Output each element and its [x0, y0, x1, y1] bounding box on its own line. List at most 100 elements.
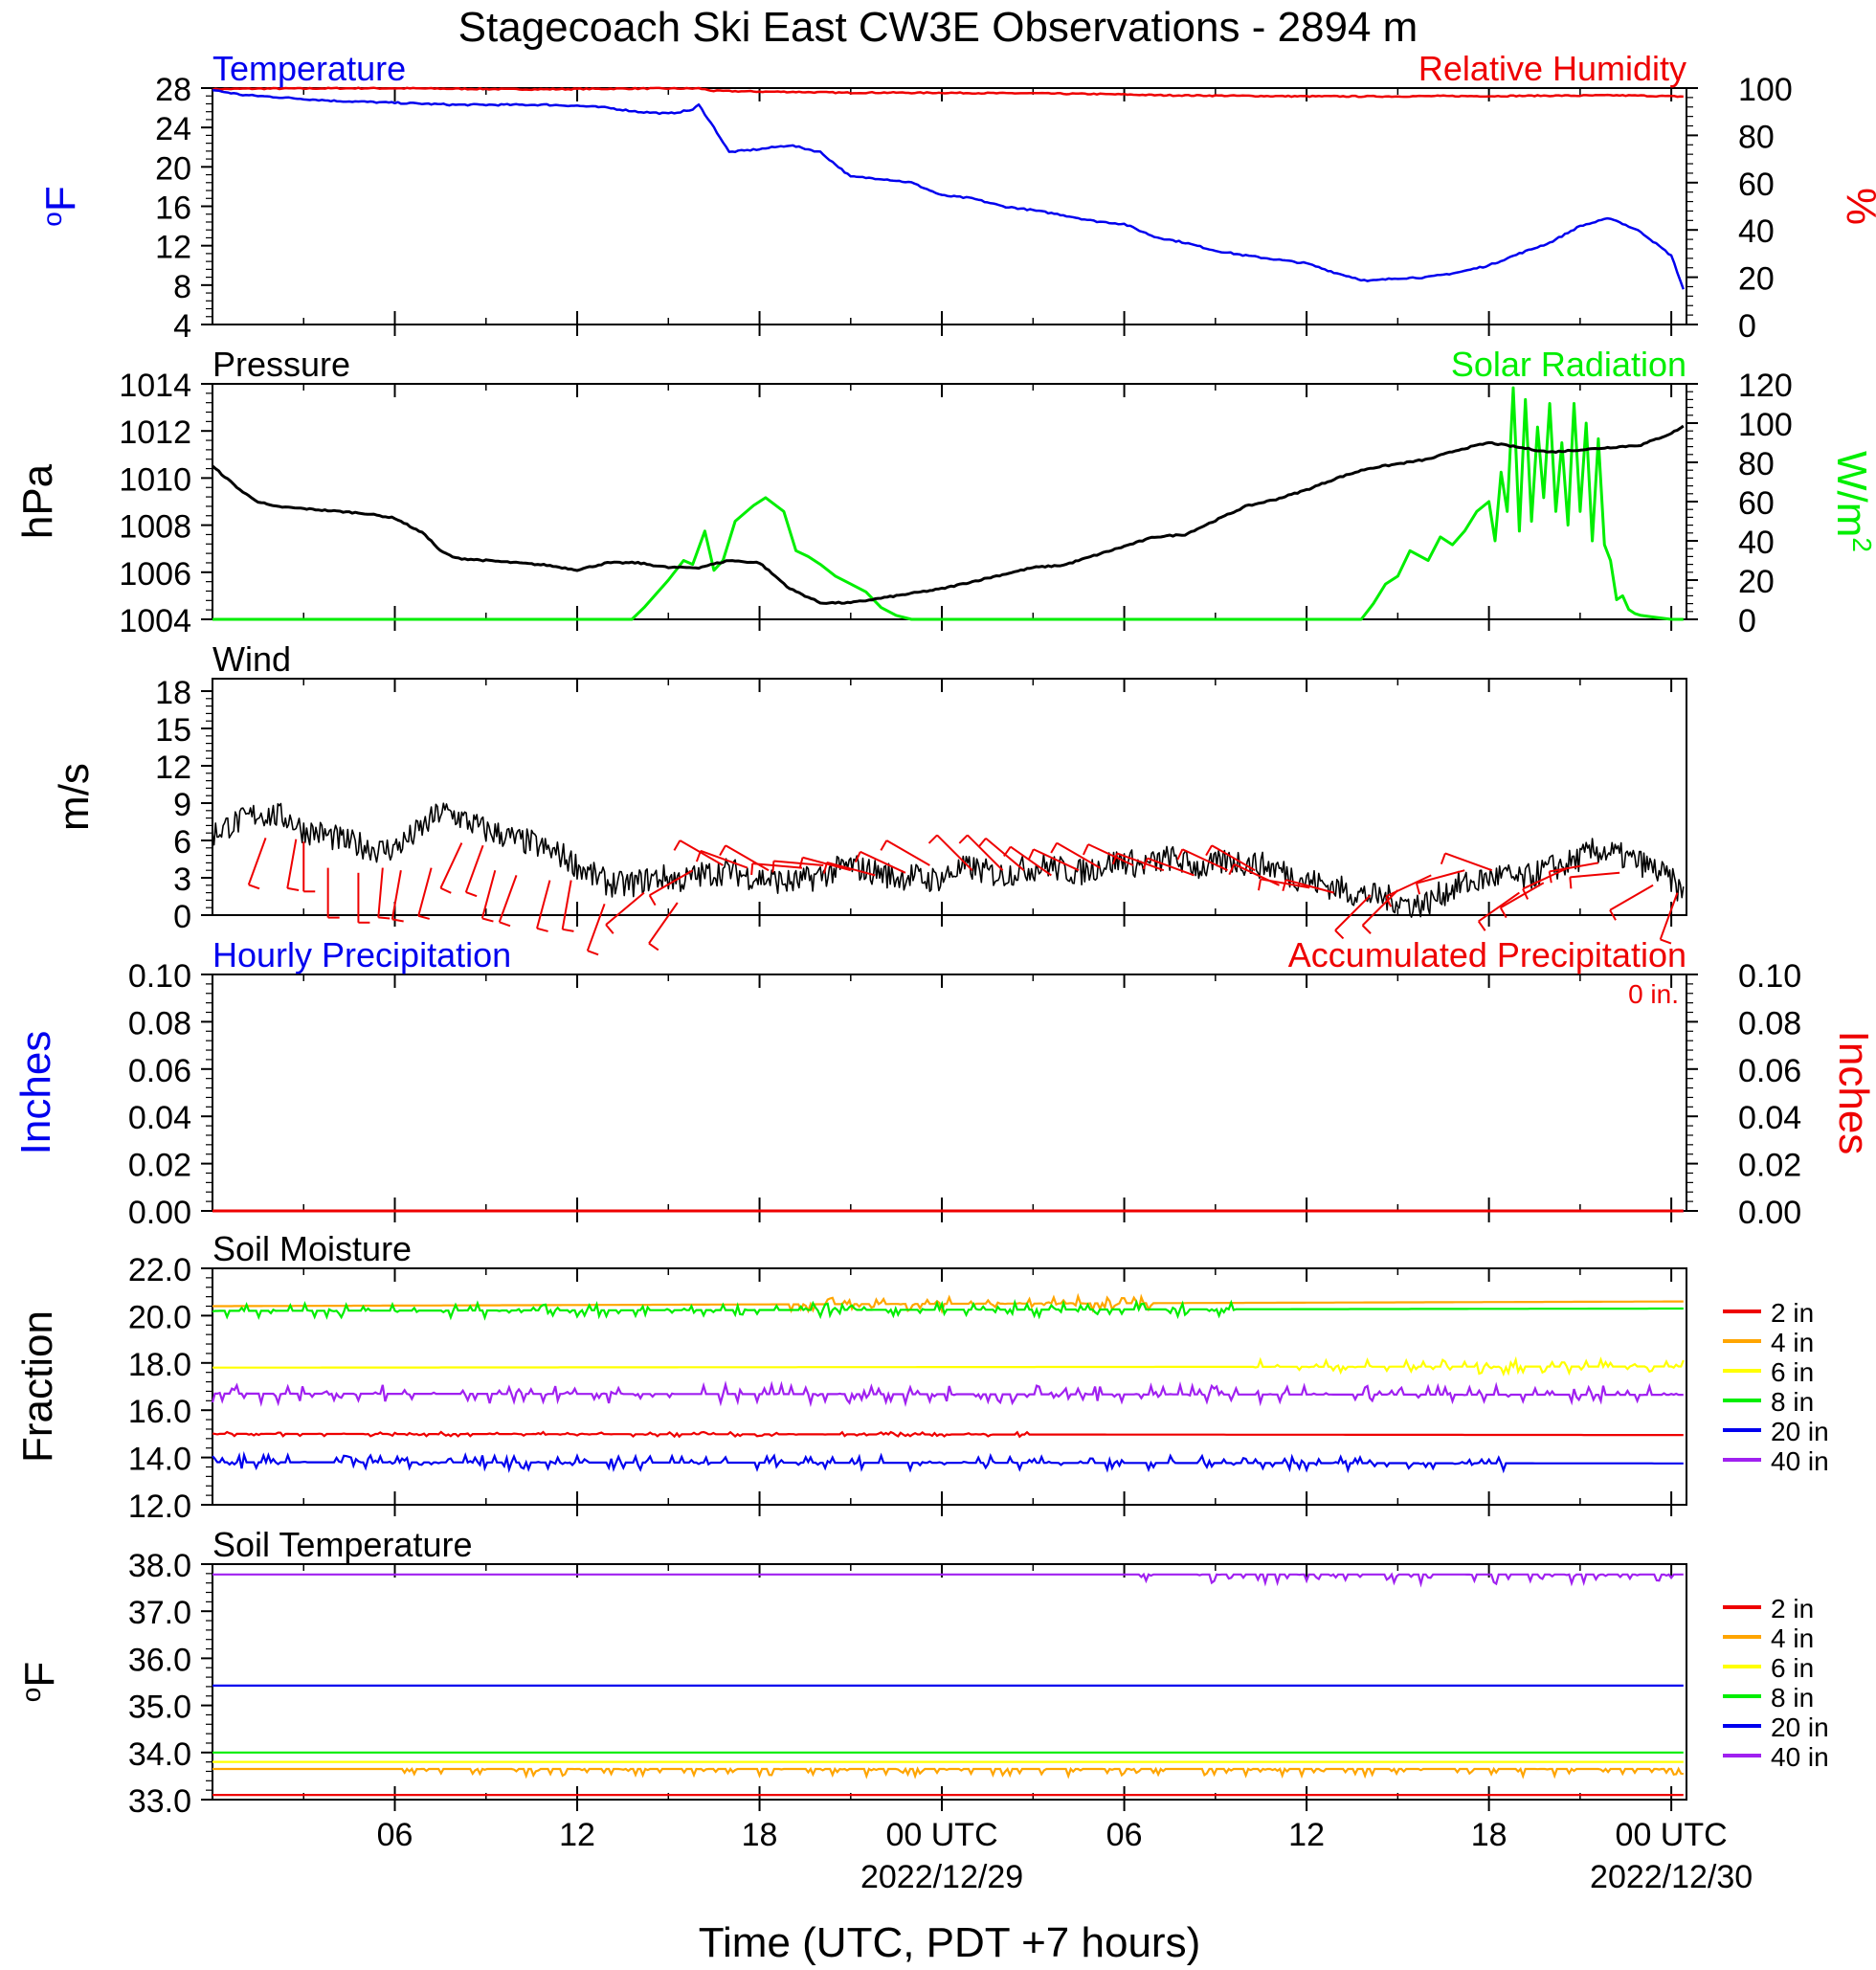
- barb-flag: [1334, 929, 1345, 940]
- barb-flag: [378, 916, 391, 920]
- chart-title: Stagecoach Ski East CW3E Observations - …: [458, 4, 1418, 51]
- y-tick-label: 0.08: [128, 1005, 191, 1041]
- barb-staff: [649, 869, 694, 897]
- wind-barb: [1416, 869, 1465, 895]
- y-tick-label: 0: [1738, 603, 1756, 639]
- barb-staff: [1087, 843, 1134, 866]
- barb-flag: [605, 924, 614, 934]
- barb-flag: [465, 891, 478, 898]
- barb-staff: [752, 862, 803, 869]
- y-tick-label: 1006: [119, 556, 191, 593]
- wind-barb: [1050, 841, 1101, 869]
- plot-frame: [212, 974, 1687, 1212]
- y-tick-label: 80: [1738, 119, 1775, 155]
- wind-barb: [854, 850, 906, 874]
- x-tick-label: 00 UTC: [885, 1817, 997, 1853]
- barb-flag: [750, 862, 754, 876]
- barb-staff: [391, 870, 402, 920]
- wind-barb: [498, 875, 518, 928]
- barb-staff: [1478, 891, 1520, 923]
- y-tick-label: 0: [1738, 308, 1756, 345]
- barb-flag: [481, 917, 494, 923]
- wind-barb: [417, 867, 433, 920]
- y-tick-label: 14.0: [128, 1442, 191, 1478]
- panel-title-left: Wind: [212, 639, 291, 679]
- y-tick-label: 12.0: [128, 1489, 191, 1525]
- barb-staff: [1444, 852, 1493, 872]
- y-tick-label: 1014: [119, 368, 191, 404]
- y-tick-label: 0.02: [128, 1148, 191, 1184]
- barb-staff: [1211, 844, 1256, 872]
- y-axis-label: %: [1838, 188, 1876, 225]
- wind-barb: [1609, 884, 1654, 921]
- y-tick-label: 37.0: [128, 1595, 191, 1631]
- wind-barb: [1361, 889, 1399, 934]
- y-axis-label-right: W/m2: [1828, 451, 1876, 552]
- legend-label: 4 in: [1771, 1328, 1814, 1357]
- barb-staff: [1285, 879, 1334, 894]
- y-axis-label: Inches: [12, 1031, 59, 1155]
- barb-flag: [822, 862, 828, 874]
- barb-staff: [1570, 871, 1620, 879]
- barb-flag: [417, 914, 431, 920]
- y-tick-label: 12: [155, 750, 191, 786]
- barb-staff: [648, 902, 679, 945]
- unit-exponent: 2: [1847, 537, 1876, 552]
- panel-title-right: Relative Humidity: [1418, 49, 1686, 88]
- panel-title-left: Temperature: [212, 49, 406, 88]
- barb-staff: [480, 869, 497, 919]
- y-tick-label: 16: [155, 190, 191, 227]
- y-tick-label: 0.10: [1738, 958, 1801, 995]
- y-tick-label: 0.04: [1738, 1100, 1801, 1136]
- y-tick-label: 28: [155, 72, 191, 108]
- barb-staff: [286, 839, 298, 889]
- barb-staff: [1147, 857, 1195, 877]
- y-tick-label: 38.0: [128, 1548, 191, 1584]
- y-tick-label: 3: [173, 862, 191, 898]
- y-tick-label: 35.0: [128, 1690, 191, 1726]
- wind-barb: [1176, 848, 1228, 872]
- wind-barb: [648, 869, 694, 907]
- y-axis-label: hPa: [14, 463, 61, 539]
- wind-barb: [1477, 891, 1520, 931]
- wind-barb: [1205, 844, 1256, 872]
- plot-frame: [212, 1267, 1687, 1506]
- panel-temperature: 481216202428020406080100oF%TemperatureRe…: [37, 49, 1876, 345]
- barb-flag: [499, 921, 511, 928]
- barb-staff: [247, 838, 267, 885]
- y-tick-label: 15: [155, 712, 191, 749]
- legend-label: 2 in: [1771, 1298, 1814, 1328]
- x-date-label: 2022/12/30: [1590, 1859, 1753, 1895]
- barb-flag: [287, 886, 300, 891]
- barb-staff: [1416, 869, 1465, 884]
- series-relative-humidity: [212, 86, 1684, 99]
- barb-flag: [719, 844, 726, 857]
- barb-staff: [377, 867, 384, 918]
- legend-label: 8 in: [1771, 1387, 1814, 1417]
- y-tick-label: 9: [173, 787, 191, 823]
- wind-barb: [536, 880, 551, 932]
- series-4-in: [212, 1766, 1684, 1780]
- x-tick-label: 18: [1471, 1817, 1508, 1853]
- x-date-label: 2022/12/29: [860, 1859, 1023, 1895]
- barb-flag: [587, 950, 599, 956]
- barb-staff: [1500, 882, 1545, 909]
- wind-barbs: [247, 834, 1679, 956]
- wind-barb: [391, 870, 404, 923]
- barb-flag: [1082, 843, 1089, 856]
- barb-staff: [1334, 894, 1372, 931]
- barb-flag: [1111, 853, 1118, 865]
- x-tick-label: 18: [742, 1817, 778, 1853]
- y-tick-label: 40: [1738, 213, 1775, 250]
- barb-flag: [771, 861, 775, 873]
- y-tick-label: 1008: [119, 509, 191, 546]
- barb-flag: [1050, 842, 1059, 854]
- unit-letter: F: [37, 186, 84, 212]
- wind-barb: [480, 869, 497, 923]
- barb-flag: [1282, 879, 1287, 891]
- series-pressure: [211, 424, 1685, 605]
- wind-barb: [605, 891, 645, 934]
- y-tick-label: 0.06: [128, 1053, 191, 1089]
